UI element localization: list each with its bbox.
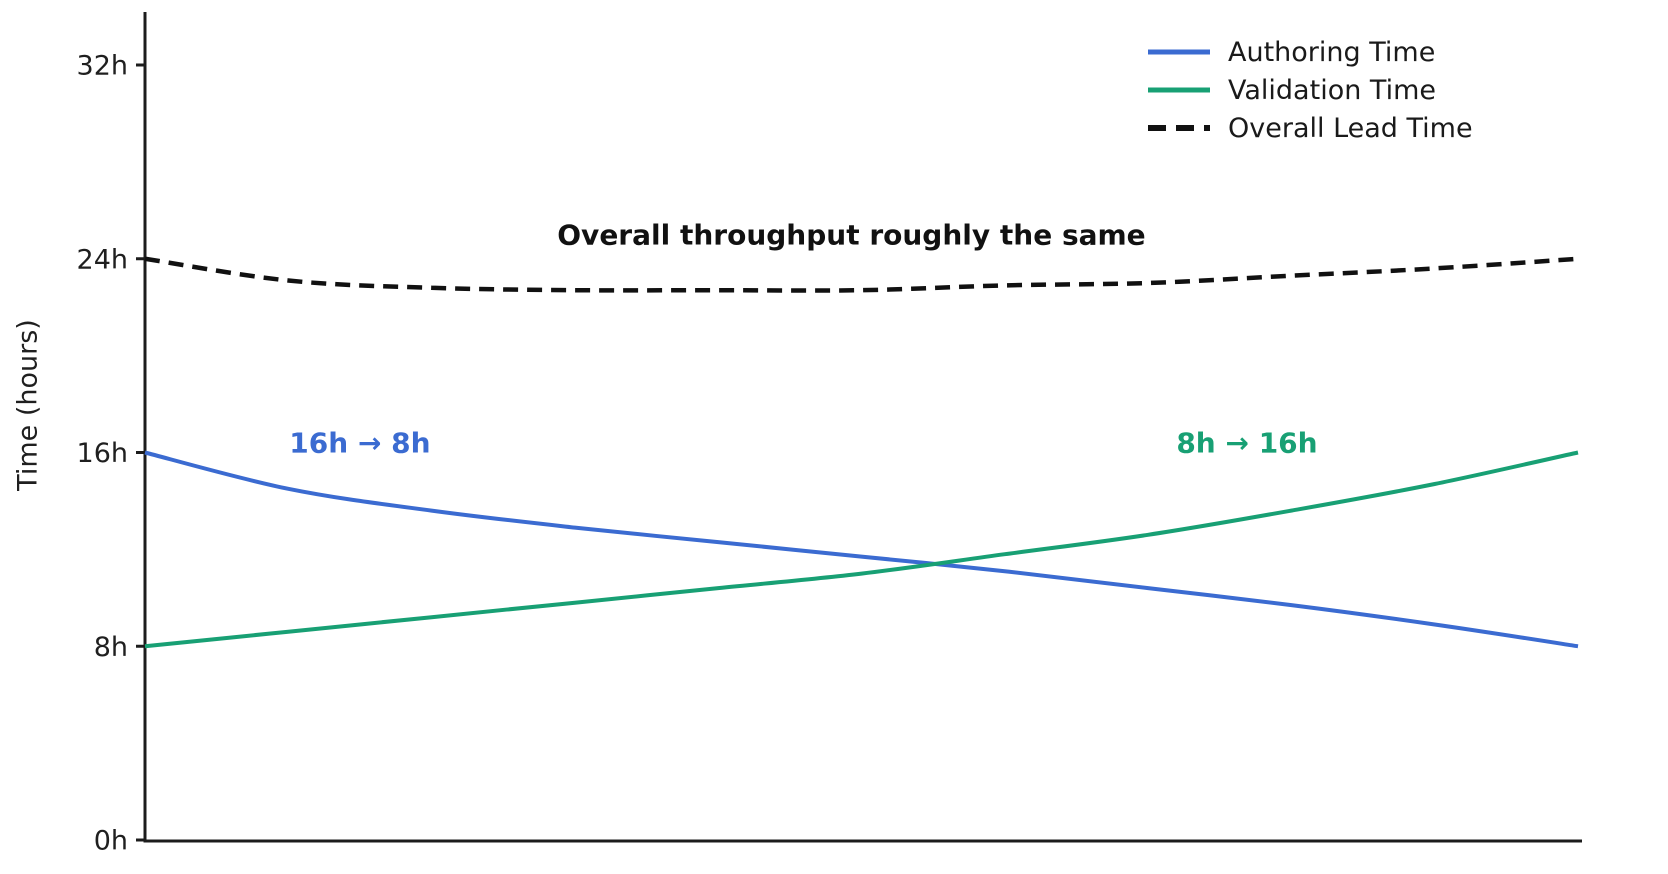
y-tick-label: 32h	[77, 51, 128, 82]
series-line-validation-time	[144, 450, 1579, 649]
y-tick-labels: 0h 8h 16h 24h 32h	[77, 51, 128, 857]
y-tick-label: 24h	[77, 244, 128, 275]
legend-label: Overall Lead Time	[1228, 112, 1473, 144]
series-line-authoring-time	[144, 450, 1579, 649]
y-tick-label: 0h	[94, 826, 128, 857]
validation-line-swatch	[1148, 87, 1210, 93]
legend-item-validation: Validation Time	[1146, 71, 1473, 109]
authoring-line-swatch	[1148, 49, 1210, 55]
legend: Authoring Time Validation Time Overall L…	[1146, 33, 1473, 147]
throughput-annotation: Overall throughput roughly the same	[557, 218, 1146, 252]
y-tick-label: 8h	[94, 632, 128, 663]
legend-item-overall: Overall Lead Time	[1146, 109, 1473, 147]
overall-dashed-swatch	[1148, 125, 1210, 131]
authoring-change-annotation: 16h → 8h	[289, 426, 431, 460]
validation-change-annotation: 8h → 16h	[1176, 426, 1318, 460]
legend-label: Validation Time	[1228, 74, 1436, 106]
axes	[136, 12, 1582, 843]
series-line-overall-lead-time	[144, 256, 1579, 293]
legend-item-authoring: Authoring Time	[1146, 33, 1473, 71]
y-axis-title: Time (hours)	[12, 319, 44, 491]
series-lines	[144, 256, 1579, 649]
legend-label: Authoring Time	[1228, 36, 1436, 68]
y-tick-label: 16h	[77, 438, 128, 469]
